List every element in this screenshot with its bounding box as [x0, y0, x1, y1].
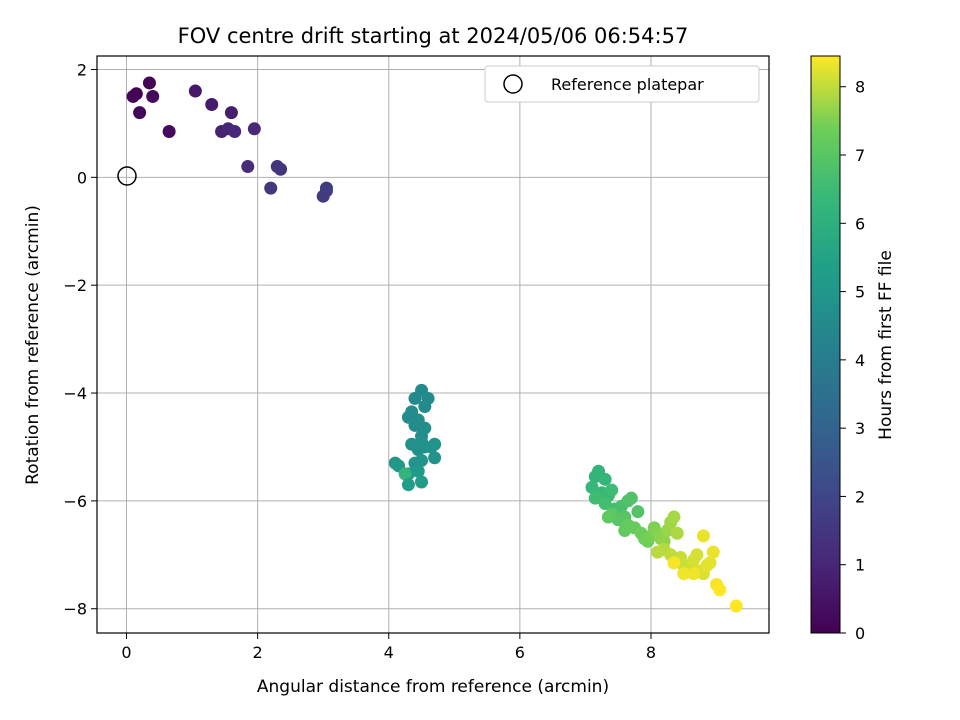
data-point — [411, 443, 425, 457]
y-tick-label: −4 — [63, 384, 87, 403]
colorbar-tick-label: 6 — [855, 214, 865, 233]
colorbar-label: Hours from first FF file — [876, 250, 896, 440]
x-tick-label: 4 — [384, 643, 394, 662]
data-point — [247, 122, 261, 136]
data-point — [415, 475, 429, 489]
x-axis-ticks: 0 2 4 6 8 — [121, 633, 656, 662]
legend-entry-reference-platepar: Reference platepar — [551, 75, 704, 94]
data-point — [264, 181, 278, 195]
colorbar-tick-label: 0 — [855, 624, 865, 643]
x-tick-label: 0 — [121, 643, 131, 662]
plot-frame — [96, 55, 770, 634]
data-point — [398, 467, 412, 481]
data-point — [601, 510, 615, 524]
colorbar: 0 1 2 3 4 5 6 7 8 Hours from first FF file — [810, 55, 896, 643]
colorbar-ticks: 0 1 2 3 4 5 6 7 8 — [840, 78, 865, 643]
legend-marker-icon — [503, 74, 523, 94]
data-point — [690, 548, 704, 562]
data-point — [133, 106, 147, 120]
data-point — [228, 124, 242, 138]
data-point — [205, 98, 219, 112]
data-point — [146, 89, 160, 103]
data-point — [188, 84, 202, 98]
y-tick-label: 2 — [77, 60, 87, 79]
legend-box — [484, 65, 760, 103]
colorbar-gradient — [810, 55, 841, 634]
data-point — [687, 567, 701, 581]
data-point — [706, 545, 720, 559]
colorbar-tick-label: 8 — [855, 78, 865, 97]
data-point — [162, 124, 176, 138]
data-point — [585, 480, 599, 494]
y-tick-label: 0 — [77, 168, 87, 187]
colorbar-tick-label: 5 — [855, 283, 865, 302]
data-point — [142, 76, 156, 90]
x-axis-label: Angular distance from reference (arcmin) — [257, 677, 609, 697]
data-point — [421, 391, 435, 405]
data-point — [713, 583, 727, 597]
scatter-points — [126, 76, 743, 613]
grid-lines — [97, 56, 769, 633]
data-point — [631, 505, 645, 519]
data-point — [624, 491, 638, 505]
data-point — [667, 556, 681, 570]
data-point — [598, 497, 612, 511]
y-tick-label: −6 — [63, 492, 87, 511]
y-axis-ticks: 2 0 −2 −4 −6 −8 — [63, 60, 97, 619]
data-point — [401, 478, 415, 492]
data-point — [605, 483, 619, 497]
data-point — [408, 418, 422, 432]
data-point — [428, 437, 442, 451]
x-tick-label: 6 — [515, 643, 525, 662]
data-point — [274, 162, 288, 176]
data-point — [588, 470, 602, 484]
colorbar-tick-label: 2 — [855, 487, 865, 506]
y-axis-label: Rotation from reference (arcmin) — [23, 205, 43, 485]
data-point — [126, 89, 140, 103]
data-point — [667, 510, 681, 524]
data-point — [408, 391, 422, 405]
chart-title: FOV centre drift starting at 2024/05/06 … — [178, 24, 689, 48]
data-point — [670, 526, 684, 540]
data-point — [428, 451, 442, 465]
data-point — [598, 472, 612, 486]
legend: Reference platepar — [484, 65, 760, 103]
x-tick-label: 8 — [646, 643, 656, 662]
data-point — [703, 556, 717, 570]
data-point — [241, 160, 255, 174]
data-point — [677, 567, 691, 581]
colorbar-tick-label: 7 — [855, 146, 865, 165]
data-point — [224, 106, 238, 120]
colorbar-tick-label: 4 — [855, 351, 865, 370]
data-point — [588, 491, 602, 505]
y-tick-label: −8 — [63, 600, 87, 619]
data-point — [696, 529, 710, 543]
reference-platepar-marker — [117, 166, 137, 186]
colorbar-tick-label: 3 — [855, 419, 865, 438]
y-tick-label: −2 — [63, 276, 87, 295]
data-point — [651, 545, 665, 559]
data-point — [319, 184, 333, 198]
colorbar-tick-label: 1 — [855, 556, 865, 575]
data-point — [411, 464, 425, 478]
x-tick-label: 2 — [253, 643, 263, 662]
data-point — [729, 599, 743, 613]
